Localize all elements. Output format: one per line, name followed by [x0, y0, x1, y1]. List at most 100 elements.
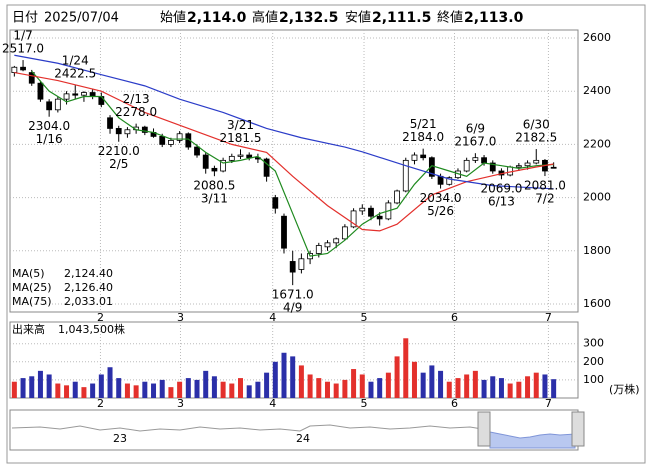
volume-bar — [46, 374, 52, 398]
volume-bar — [333, 383, 339, 398]
annotation-date: 6/30 — [523, 118, 550, 132]
candle-body — [341, 226, 348, 240]
candle-body — [507, 166, 514, 176]
legend-name: MA(25) — [12, 281, 52, 294]
legend-value: 2,124.40 — [64, 267, 113, 280]
candle-body — [437, 175, 444, 185]
candle-body — [402, 159, 409, 192]
candle-body — [524, 162, 531, 167]
volume-bar — [420, 372, 426, 398]
y-tick-label: 1600 — [583, 297, 611, 310]
annotation-date: 7/2 — [535, 192, 554, 206]
volume-bar — [229, 383, 235, 398]
volume-bar — [307, 374, 313, 398]
field-label: 高値 — [252, 10, 278, 26]
field-value: 2,132.5 — [279, 10, 338, 26]
volume-bar — [272, 361, 278, 398]
candle-body — [220, 159, 227, 172]
volume-bar — [316, 378, 322, 398]
candle-body — [315, 245, 322, 254]
navigator-line — [11, 424, 489, 432]
volume-bar — [194, 379, 200, 398]
candle-body — [28, 72, 35, 84]
candle-body — [20, 66, 26, 71]
volume-label: 出来高 — [12, 322, 45, 336]
candle-body — [489, 162, 496, 172]
volume-bar — [455, 378, 461, 398]
annotation-date: 1/16 — [36, 132, 63, 146]
volume-bar — [298, 365, 304, 398]
volume-bar — [525, 376, 531, 398]
volume-bar — [342, 379, 348, 398]
y-tick-label: 2400 — [583, 84, 611, 97]
volume-bar — [385, 372, 391, 398]
annotation-value: 2517.0 — [2, 42, 44, 56]
navigator-label: 23 — [113, 432, 127, 445]
candle-body — [272, 197, 279, 209]
volume-bar — [185, 378, 191, 398]
candle-body — [11, 66, 18, 73]
annotation-date: 6/9 — [466, 122, 485, 136]
volume-bar — [116, 378, 122, 398]
x-tick-label: 7 — [545, 397, 552, 410]
field-value: 2,114.0 — [187, 10, 247, 26]
navigator-handle[interactable] — [477, 411, 491, 447]
candle-body — [533, 159, 540, 164]
volume-bar — [368, 381, 374, 398]
annotation-value: 2304.0 — [28, 119, 70, 133]
candle-body — [368, 207, 374, 217]
volume-bar — [220, 381, 226, 398]
x-tick-label: 2 — [97, 311, 104, 324]
volume-bar — [37, 370, 43, 398]
x-tick-label: 3 — [177, 311, 184, 324]
volume-bar — [516, 381, 522, 398]
volume-bar — [281, 352, 287, 398]
candle-body — [350, 210, 357, 228]
volume-tick-label: 200 — [583, 355, 604, 368]
field-label: 始値 — [160, 10, 186, 26]
y-tick-label: 2600 — [583, 31, 611, 44]
volume-bar — [429, 365, 435, 398]
volume-bar — [403, 338, 409, 398]
y-tick-label: 2200 — [583, 137, 611, 150]
candle-body — [168, 140, 174, 145]
candle-body — [298, 258, 305, 270]
volume-bar — [507, 383, 513, 398]
navigator-label: 24 — [296, 432, 310, 445]
volume-bar — [533, 372, 539, 398]
candle-body — [411, 154, 418, 161]
annotation-date: 2/13 — [123, 92, 150, 106]
candle-body — [376, 215, 383, 220]
annotation-date: 3/11 — [201, 192, 228, 206]
annotation-value: 2069.0 — [480, 182, 522, 196]
candle-body — [246, 154, 253, 159]
volume-bar — [394, 356, 400, 398]
volume-bar — [359, 374, 365, 398]
ma-line — [14, 54, 554, 190]
volume-bar — [72, 381, 78, 398]
candle-body — [37, 82, 44, 100]
volume-bar — [498, 378, 504, 398]
annotation-value: 2181.5 — [220, 131, 262, 145]
candle-body — [481, 157, 487, 164]
candle-body — [472, 157, 479, 161]
candle-body — [159, 136, 166, 145]
volume-bar — [142, 381, 148, 398]
candle-body — [394, 190, 400, 204]
annotation-date: 1/7 — [13, 29, 32, 43]
volume-bar — [151, 383, 157, 398]
annotation-date: 5/21 — [410, 117, 437, 131]
y-tick-label: 2000 — [583, 191, 611, 204]
volume-bar — [290, 356, 296, 398]
annotation-value: 2210.0 — [98, 144, 140, 158]
candle-body — [333, 238, 340, 244]
field-value: 2,113.0 — [464, 10, 524, 26]
volume-bar — [203, 370, 209, 398]
volume-bar — [472, 370, 478, 398]
candle-body — [263, 158, 270, 177]
navigator-handle[interactable] — [571, 411, 585, 447]
candle-body — [281, 215, 287, 249]
candle-body — [550, 166, 557, 169]
volume-bar — [98, 374, 104, 398]
candle-body — [211, 167, 218, 172]
